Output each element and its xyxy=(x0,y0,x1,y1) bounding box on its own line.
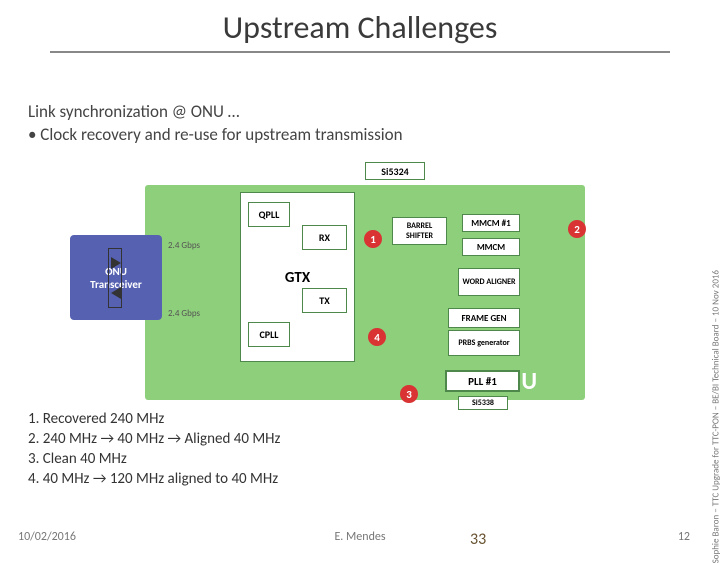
subtitle: Link synchronization @ ONU … xyxy=(28,101,720,122)
circle-3: 3 xyxy=(400,385,418,403)
onu-diagram: ONU ONU Transceiver 2.4 Gbps 2.4 Gbps GT… xyxy=(70,180,595,405)
box-word: WORD ALIGNER xyxy=(458,268,520,296)
bullet-text: • Clock recovery and re-use for upstream… xyxy=(28,124,720,145)
enum-list: 1. Recovered 240 MHz 2. 240 MHz → 40 MHz… xyxy=(28,410,280,490)
box-mmcm2: MMCM xyxy=(462,238,520,256)
footer-author: E. Mendes xyxy=(334,530,385,544)
box-prbs: PRBS generator xyxy=(448,330,520,356)
box-mmcm1: MMCM #1 xyxy=(462,214,520,232)
side-credit: Sophie Baron – TTC Upgrade for TTC-PON –… xyxy=(710,270,720,563)
box-qpll: QPLL xyxy=(248,202,290,227)
circle-1: 1 xyxy=(364,230,382,248)
footer-date: 10/02/2016 xyxy=(18,530,76,544)
enum-item: 3. Clean 40 MHz xyxy=(28,450,280,468)
circle-4: 4 xyxy=(368,328,386,346)
box-tx: TX xyxy=(302,288,347,313)
up-rate: 2.4 Gbps xyxy=(168,308,200,319)
circle-2: 2 xyxy=(568,220,586,238)
slide-title: Upstream Challenges xyxy=(0,0,720,47)
gtx-label: GTX xyxy=(285,269,310,287)
box-cpll: CPLL xyxy=(248,322,290,347)
box-framegen: FRAME GEN xyxy=(448,308,520,328)
box-barrel: BARREL SHIFTER xyxy=(392,217,447,245)
box-si5338: Si5338 xyxy=(458,396,508,410)
box-rx: RX xyxy=(302,225,347,250)
box-pll1: PLL #1 xyxy=(445,370,520,392)
footer-num2: 12 xyxy=(678,530,690,544)
box-si5324: Si5324 xyxy=(365,162,425,180)
enum-item: 2. 240 MHz → 40 MHz → Aligned 40 MHz xyxy=(28,430,280,448)
enum-item: 4. 40 MHz → 120 MHz aligned to 40 MHz xyxy=(28,470,280,488)
down-rate: 2.4 Gbps xyxy=(168,240,200,251)
enum-item: 1. Recovered 240 MHz xyxy=(28,410,280,428)
title-underline xyxy=(50,51,670,53)
sfp-icon xyxy=(108,248,122,308)
